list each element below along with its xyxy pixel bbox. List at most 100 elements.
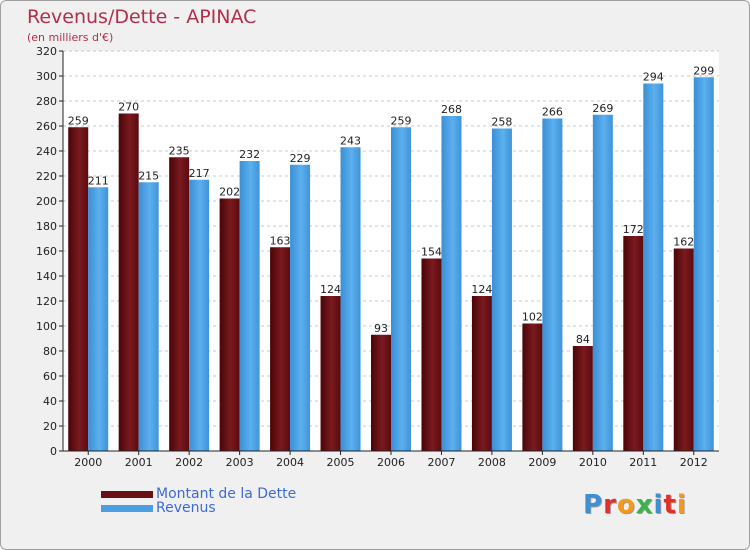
bar-dette <box>169 157 190 451</box>
legend-swatch-dette <box>101 491 153 498</box>
data-labels: 259 211 270 215 235 217 202 232 163 229 124 243 93 25… <box>68 64 715 346</box>
logo-letter: r <box>603 490 617 520</box>
data-label-revenus: 232 <box>239 148 260 161</box>
data-label-dette: 162 <box>673 236 694 249</box>
bars <box>68 77 714 451</box>
chart-subtitle: (en milliers d'€) <box>27 31 114 44</box>
data-label-revenus: 299 <box>693 64 714 77</box>
bar-revenus <box>189 179 210 451</box>
legend-label-revenus: Revenus <box>156 500 216 516</box>
y-tick-label: 80 <box>43 345 57 358</box>
data-label-dette: 93 <box>374 322 388 335</box>
y-tick-label: 140 <box>36 270 57 283</box>
data-label-revenus: 217 <box>189 167 210 180</box>
data-label-revenus: 258 <box>491 116 512 129</box>
bar-dette <box>270 247 291 451</box>
x-tick-label: 2011 <box>629 456 657 469</box>
bar-revenus <box>239 161 260 451</box>
bar-dette <box>118 113 139 451</box>
y-tick-label: 0 <box>50 445 57 458</box>
data-label-dette: 124 <box>320 283 341 296</box>
data-label-dette: 259 <box>68 114 89 127</box>
bar-dette <box>68 127 89 451</box>
data-label-dette: 154 <box>421 246 442 259</box>
data-label-revenus: 243 <box>340 134 361 147</box>
y-tick-label: 240 <box>36 145 57 158</box>
y-tick-label: 220 <box>36 170 57 183</box>
x-tick-label: 2004 <box>276 456 304 469</box>
x-tick-label: 2006 <box>377 456 405 469</box>
bar-revenus <box>491 128 512 451</box>
bar-revenus <box>542 118 563 451</box>
x-tick-label: 2009 <box>528 456 556 469</box>
bar-dette <box>471 296 492 451</box>
bar-dette <box>572 346 593 451</box>
proxiti-logo: Proxiti <box>583 490 687 520</box>
data-label-dette: 202 <box>219 186 240 199</box>
bar-dette <box>320 296 341 451</box>
x-tick-label: 2003 <box>226 456 254 469</box>
data-label-revenus: 268 <box>441 103 462 116</box>
chart-title: Revenus/Dette - APINAC <box>27 6 257 28</box>
bar-dette <box>421 258 442 451</box>
data-label-revenus: 294 <box>643 71 664 84</box>
y-tick-label: 200 <box>36 195 57 208</box>
data-label-revenus: 215 <box>138 169 159 182</box>
data-label-revenus: 259 <box>391 114 412 127</box>
x-tick-label: 2001 <box>125 456 153 469</box>
axes: 0 20 40 60 80 100 120 140 160 180 200 220 240 260 280 3… <box>36 45 719 469</box>
x-tick-label: 2008 <box>478 456 506 469</box>
x-tick-label: 2002 <box>175 456 203 469</box>
bar-dette <box>673 248 694 451</box>
data-label-revenus: 229 <box>290 152 311 165</box>
data-label-dette: 124 <box>471 283 492 296</box>
bar-revenus <box>290 164 311 451</box>
bar-revenus <box>643 83 664 451</box>
data-label-dette: 270 <box>118 101 139 114</box>
bar-revenus <box>88 187 109 451</box>
legend-swatch-revenus <box>101 505 153 512</box>
bar-revenus <box>138 182 159 451</box>
logo-letter: i <box>653 490 664 520</box>
y-tick-label: 260 <box>36 120 57 133</box>
logo-letter: x <box>635 490 654 520</box>
data-label-dette: 84 <box>576 333 590 346</box>
bar-chart: 0 20 40 60 80 100 120 140 160 180 200 220 240 260 280 3… <box>36 45 719 469</box>
y-tick-label: 20 <box>43 420 57 433</box>
bar-revenus <box>340 147 361 451</box>
logo-letter: t <box>663 490 677 520</box>
y-tick-label: 280 <box>36 95 57 108</box>
y-tick-label: 160 <box>36 245 57 258</box>
y-tick-label: 180 <box>36 220 57 233</box>
y-tick-label: 40 <box>43 395 57 408</box>
bar-revenus <box>592 114 613 451</box>
x-tick-label: 2010 <box>579 456 607 469</box>
data-label-revenus: 211 <box>88 174 109 187</box>
logo-letter: P <box>583 490 604 520</box>
data-label-dette: 172 <box>623 223 644 236</box>
data-label-revenus: 266 <box>542 106 563 119</box>
data-label-dette: 102 <box>522 311 543 324</box>
x-tick-label: 2005 <box>327 456 355 469</box>
x-tick-label: 2012 <box>680 456 708 469</box>
x-tick-label: 2000 <box>74 456 102 469</box>
data-label-revenus: 269 <box>592 102 613 115</box>
bar-dette <box>623 236 644 451</box>
bar-revenus <box>441 116 462 451</box>
logo-letter: o <box>616 490 636 520</box>
bar-revenus <box>391 127 411 451</box>
bar-dette <box>219 198 240 451</box>
data-label-dette: 163 <box>270 234 291 247</box>
y-tick-label: 100 <box>36 320 57 333</box>
bar-dette <box>371 334 391 451</box>
data-label-dette: 235 <box>169 144 190 157</box>
bar-revenus <box>693 77 714 451</box>
x-tick-label: 2007 <box>427 456 455 469</box>
bar-dette <box>522 323 543 451</box>
y-tick-label: 320 <box>36 45 57 58</box>
legend-label-dette: Montant de la Dette <box>156 486 297 502</box>
y-tick-label: 120 <box>36 295 57 308</box>
y-tick-label: 300 <box>36 70 57 83</box>
logo-letter: i <box>676 490 687 520</box>
